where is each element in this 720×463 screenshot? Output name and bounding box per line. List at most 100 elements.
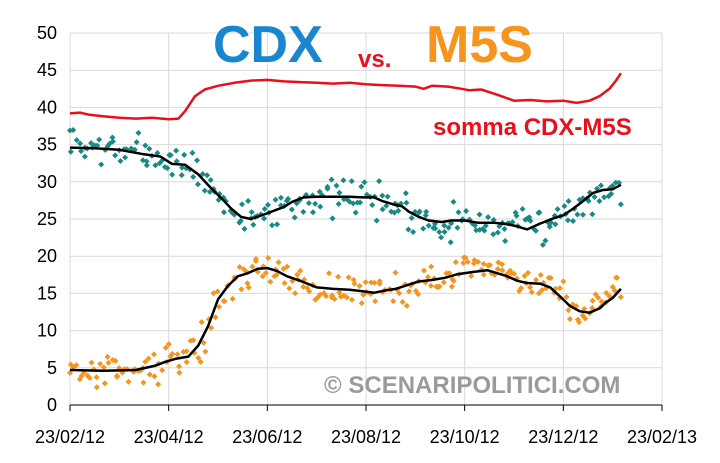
cdx-point-56 [194, 181, 201, 188]
cdx-point-45 [169, 171, 176, 178]
m5s-point-227 [589, 297, 596, 304]
cdx-point-47 [173, 158, 180, 165]
cdx-point-220 [574, 211, 581, 218]
m5s-point-104 [306, 288, 313, 295]
cdx-point-116 [335, 201, 342, 208]
m5s-point-35 [146, 371, 153, 378]
cdx-point-235 [608, 190, 615, 197]
m5s-point-238 [614, 274, 621, 281]
cdx-point-122 [348, 178, 355, 185]
m5s-point-201 [528, 289, 535, 296]
cdx-point-138 [384, 193, 391, 200]
x-tick-label-0: 23/02/12 [35, 427, 105, 447]
m5s-point-82 [254, 268, 261, 275]
cdx-point-48 [179, 164, 186, 171]
m5s-point-115 [331, 296, 338, 303]
m5s-point-8 [86, 375, 93, 382]
y-tick-label-5: 5 [47, 358, 57, 378]
m5s-point-116 [335, 273, 342, 280]
cdx-point-46 [173, 147, 180, 154]
cdx-point-33 [143, 158, 150, 165]
m5s-point-126 [358, 300, 365, 307]
m5s-point-132 [371, 279, 378, 286]
cdx-point-113 [328, 176, 335, 183]
cdx-point-61 [207, 177, 214, 184]
m5s-point-196 [518, 285, 525, 292]
y-tick-label-30: 30 [37, 172, 57, 192]
cdx-point-90 [274, 221, 281, 228]
m5s-point-217 [566, 315, 573, 322]
cdx-point-156 [425, 222, 432, 229]
m5s-point-36 [150, 351, 157, 358]
m5s-point-97 [292, 290, 299, 297]
m5s-point-180 [480, 271, 487, 278]
m5s-point-199 [524, 269, 531, 276]
cdx-point-186 [496, 223, 503, 230]
title-m5s: M5S [426, 16, 533, 74]
m5s-point-73 [236, 264, 243, 271]
m5s-point-63 [212, 314, 219, 321]
cdx-point-204 [536, 209, 543, 216]
cdx-point-136 [379, 192, 386, 199]
m5s-point-192 [508, 270, 515, 277]
m5s-point-14 [100, 364, 107, 371]
cdx-point-58 [201, 187, 208, 194]
cdx-point-114 [329, 215, 336, 222]
cdx-point-205 [539, 241, 546, 248]
cdx-point-163 [441, 222, 448, 229]
m5s-point-239 [617, 294, 624, 301]
m5s-point-13 [97, 360, 104, 367]
m5s-point-112 [325, 270, 332, 277]
m5s-trend-line [69, 266, 622, 373]
m5s-point-86 [265, 254, 272, 261]
m5s-point-179 [480, 260, 487, 267]
m5s-point-11 [93, 384, 100, 391]
cdx-point-210 [552, 221, 559, 228]
cdx-point-147 [405, 226, 412, 233]
cdx-point-181 [482, 222, 489, 229]
cdx-point-24 [122, 154, 129, 161]
m5s-point-43 [165, 341, 172, 348]
m5s-point-48 [176, 363, 183, 370]
m5s-point-15 [101, 380, 108, 387]
cdx-point-149 [410, 228, 417, 235]
m5s-point-81 [252, 257, 259, 264]
m5s-point-38 [155, 381, 162, 388]
cdx-point-1 [67, 148, 74, 155]
m5s-point-32 [140, 379, 147, 386]
m5s-point-224 [582, 315, 589, 322]
m5s-point-33 [142, 358, 149, 365]
m5s-point-70 [229, 295, 236, 302]
m5s-point-95 [286, 285, 293, 292]
m5s-point-214 [560, 278, 567, 285]
cdx-point-126 [357, 199, 364, 206]
m5s-point-209 [547, 274, 554, 281]
cdx-point-231 [597, 182, 604, 189]
cdx-point-44 [167, 152, 174, 159]
watermark: © SCENARIPOLITICI.COM [324, 372, 620, 399]
cdx-point-124 [352, 209, 359, 216]
cdx-point-143 [395, 207, 402, 214]
cdx-point-128 [361, 179, 368, 186]
cdx-point-175 [471, 222, 478, 229]
grid-lines [69, 32, 663, 411]
cdx-point-118 [340, 177, 347, 184]
m5s-point-147 [406, 288, 413, 295]
cdx-point-123 [350, 200, 357, 207]
x-tick-label-4: 23/10/12 [430, 427, 500, 447]
cdx-point-237 [612, 179, 619, 186]
cdx-point-164 [445, 224, 452, 231]
m5s-point-34 [145, 355, 152, 362]
m5s-point-74 [238, 286, 245, 293]
cdx-point-188 [501, 226, 508, 233]
cdx-point-86 [264, 201, 271, 208]
cdx-point-137 [383, 202, 390, 209]
m5s-point-174 [468, 272, 475, 279]
m5s-point-156 [427, 282, 434, 289]
m5s-point-144 [399, 298, 406, 305]
cdx-point-101 [300, 208, 307, 215]
cdx-point-20 [112, 152, 119, 159]
m5s-point-122 [348, 296, 355, 303]
cdx-point-30 [135, 129, 142, 136]
cdx-point-74 [237, 217, 244, 224]
